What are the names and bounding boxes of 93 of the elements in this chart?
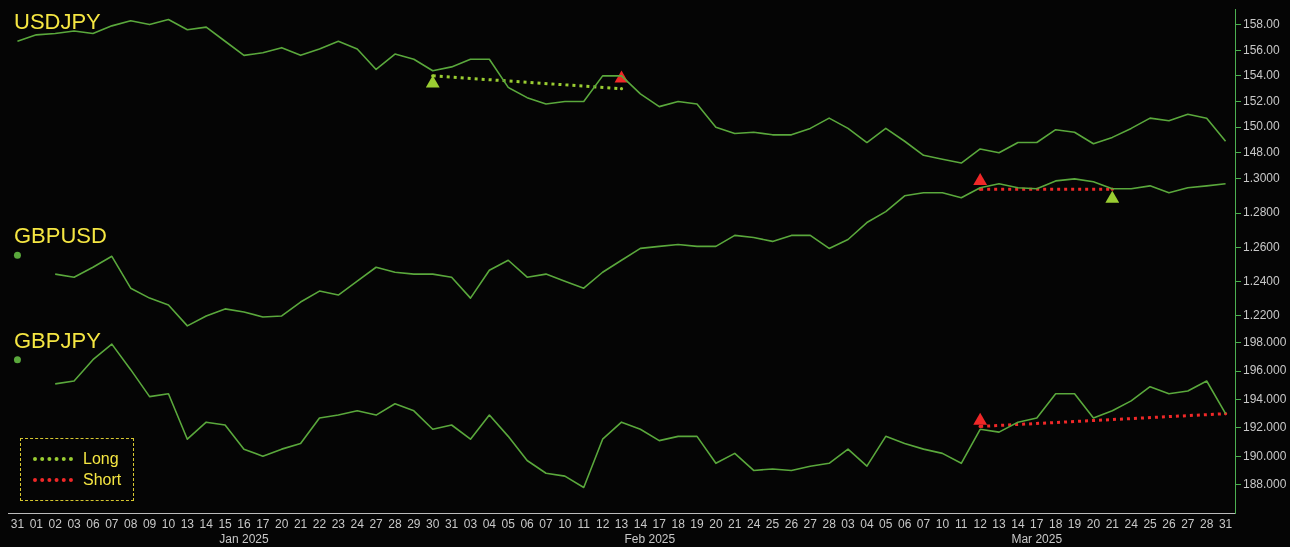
x-tick-label: 05 [879, 516, 893, 531]
x-tick-label: 04 [860, 516, 874, 531]
x-tick-label: 24 [1124, 516, 1139, 531]
y2-tick-label: 1.2400 [1243, 273, 1281, 288]
x-tick-label: 28 [1200, 516, 1214, 531]
point [13, 251, 21, 259]
x-tick-label: 14 [633, 516, 648, 531]
x-tick-label: 19 [1067, 516, 1082, 531]
y2-tick-label: 1.2600 [1243, 239, 1281, 254]
y3-tick-label: 194.000 [1243, 391, 1287, 406]
series-label: USDJPY [14, 9, 102, 35]
y2-tick-label: 1.3000 [1243, 171, 1281, 186]
point [1105, 190, 1120, 203]
y2-tick-label: 1.2800 [1243, 205, 1281, 220]
x-tick-label: 03 [67, 516, 82, 531]
x-tick-label: 21 [293, 516, 308, 531]
series-label: GBPUSD [14, 223, 107, 249]
y-tick-label: 148.00 [1243, 145, 1281, 160]
x-tick-label: 07 [916, 516, 931, 531]
x-tick-label: 19 [690, 516, 704, 531]
x-tick-label: 03 [841, 516, 856, 531]
x-tick-label: 21 [728, 516, 742, 531]
x-tick-label: 25 [765, 516, 780, 531]
x-tick-label: 20 [709, 516, 723, 531]
x-tick-label: 11 [955, 516, 968, 531]
x-tick-label: 08 [124, 516, 138, 531]
x-tick-label: 06 [520, 516, 535, 531]
y3-tick-label: 198.000 [1243, 335, 1287, 350]
x-tick-label: 13 [614, 516, 629, 531]
x-tick-label: 30 [426, 516, 440, 531]
x-tick-label: 20 [275, 516, 289, 531]
x-tick-label: 06 [897, 516, 912, 531]
y3-tick-label: 188.000 [1243, 476, 1287, 491]
x-tick-label: 01 [29, 516, 44, 531]
text: Mar 2025 [1011, 532, 1063, 547]
x-tick-label: 24 [350, 516, 365, 531]
x-tick-label: 16 [237, 516, 251, 531]
x-tick-label: 03 [463, 516, 478, 531]
x-tick-label: 11 [577, 516, 591, 531]
x-tick-label: 15 [218, 516, 233, 531]
x-tick-label: 24 [746, 516, 761, 531]
x-tick-label: 26 [784, 516, 799, 531]
x-tick-label: 10 [161, 516, 176, 531]
x-tick-label: 27 [803, 516, 818, 531]
x-tick-label: 14 [1011, 516, 1025, 531]
x-tick-label: 17 [256, 516, 270, 531]
text: Jan 2025 [219, 532, 269, 547]
x-tick-label: 18 [671, 516, 686, 531]
x-tick-label: 21 [1105, 516, 1120, 531]
x-tick-label: 18 [1048, 516, 1063, 531]
x-tick-label: 06 [86, 516, 100, 531]
x-tick-label: 31 [10, 516, 25, 531]
x-tick-label: 22 [312, 516, 327, 531]
x-tick-label: 28 [388, 516, 402, 531]
x-tick-label: 04 [482, 516, 497, 531]
x-tick-label: 25 [1143, 516, 1158, 531]
y-tick-label: 154.00 [1243, 68, 1281, 83]
x-tick-label: 27 [369, 516, 384, 531]
x-tick-label: 23 [331, 516, 346, 531]
x-tick-label: 31 [444, 516, 459, 531]
x-tick-label: 09 [142, 516, 157, 531]
x-tick-label: 13 [180, 516, 195, 531]
y3-tick-label: 190.000 [1243, 448, 1287, 463]
point [973, 172, 988, 185]
x-tick-label: 10 [558, 516, 572, 531]
x-tick-label: 14 [199, 516, 214, 531]
x-tick-label: 05 [501, 516, 516, 531]
x-tick-label: 12 [595, 516, 610, 531]
x-tick-label: 20 [1086, 516, 1101, 531]
x-tick-label: 07 [539, 516, 553, 531]
y-tick-label: 150.00 [1243, 119, 1281, 134]
x-tick-label: 31 [1218, 516, 1233, 531]
y3-tick-label: 192.000 [1243, 420, 1287, 435]
x-tick-label: 17 [652, 516, 667, 531]
x-tick-label: 10 [935, 516, 950, 531]
x-tick-label: 29 [407, 516, 421, 531]
y3-tick-label: 196.000 [1243, 363, 1287, 378]
legend-label: Long [83, 450, 119, 468]
series-label: GBPJPY [14, 327, 102, 353]
x-tick-label: 02 [48, 516, 63, 531]
text: Feb 2025 [624, 532, 676, 547]
x-tick-label: 27 [1181, 516, 1195, 531]
x-tick-label: 17 [1030, 516, 1044, 531]
y-tick-label: 158.00 [1243, 16, 1281, 31]
y-tick-label: 156.00 [1243, 42, 1281, 57]
x-tick-label: 12 [973, 516, 988, 531]
x-tick-label: 13 [992, 516, 1007, 531]
x-tick-label: 26 [1162, 516, 1176, 531]
x-tick-label: 07 [105, 516, 119, 531]
legend-label: Short [83, 471, 122, 489]
x-tick-label: 28 [822, 516, 837, 531]
y-tick-label: 152.00 [1243, 93, 1281, 108]
y2-tick-label: 1.2200 [1243, 308, 1281, 323]
